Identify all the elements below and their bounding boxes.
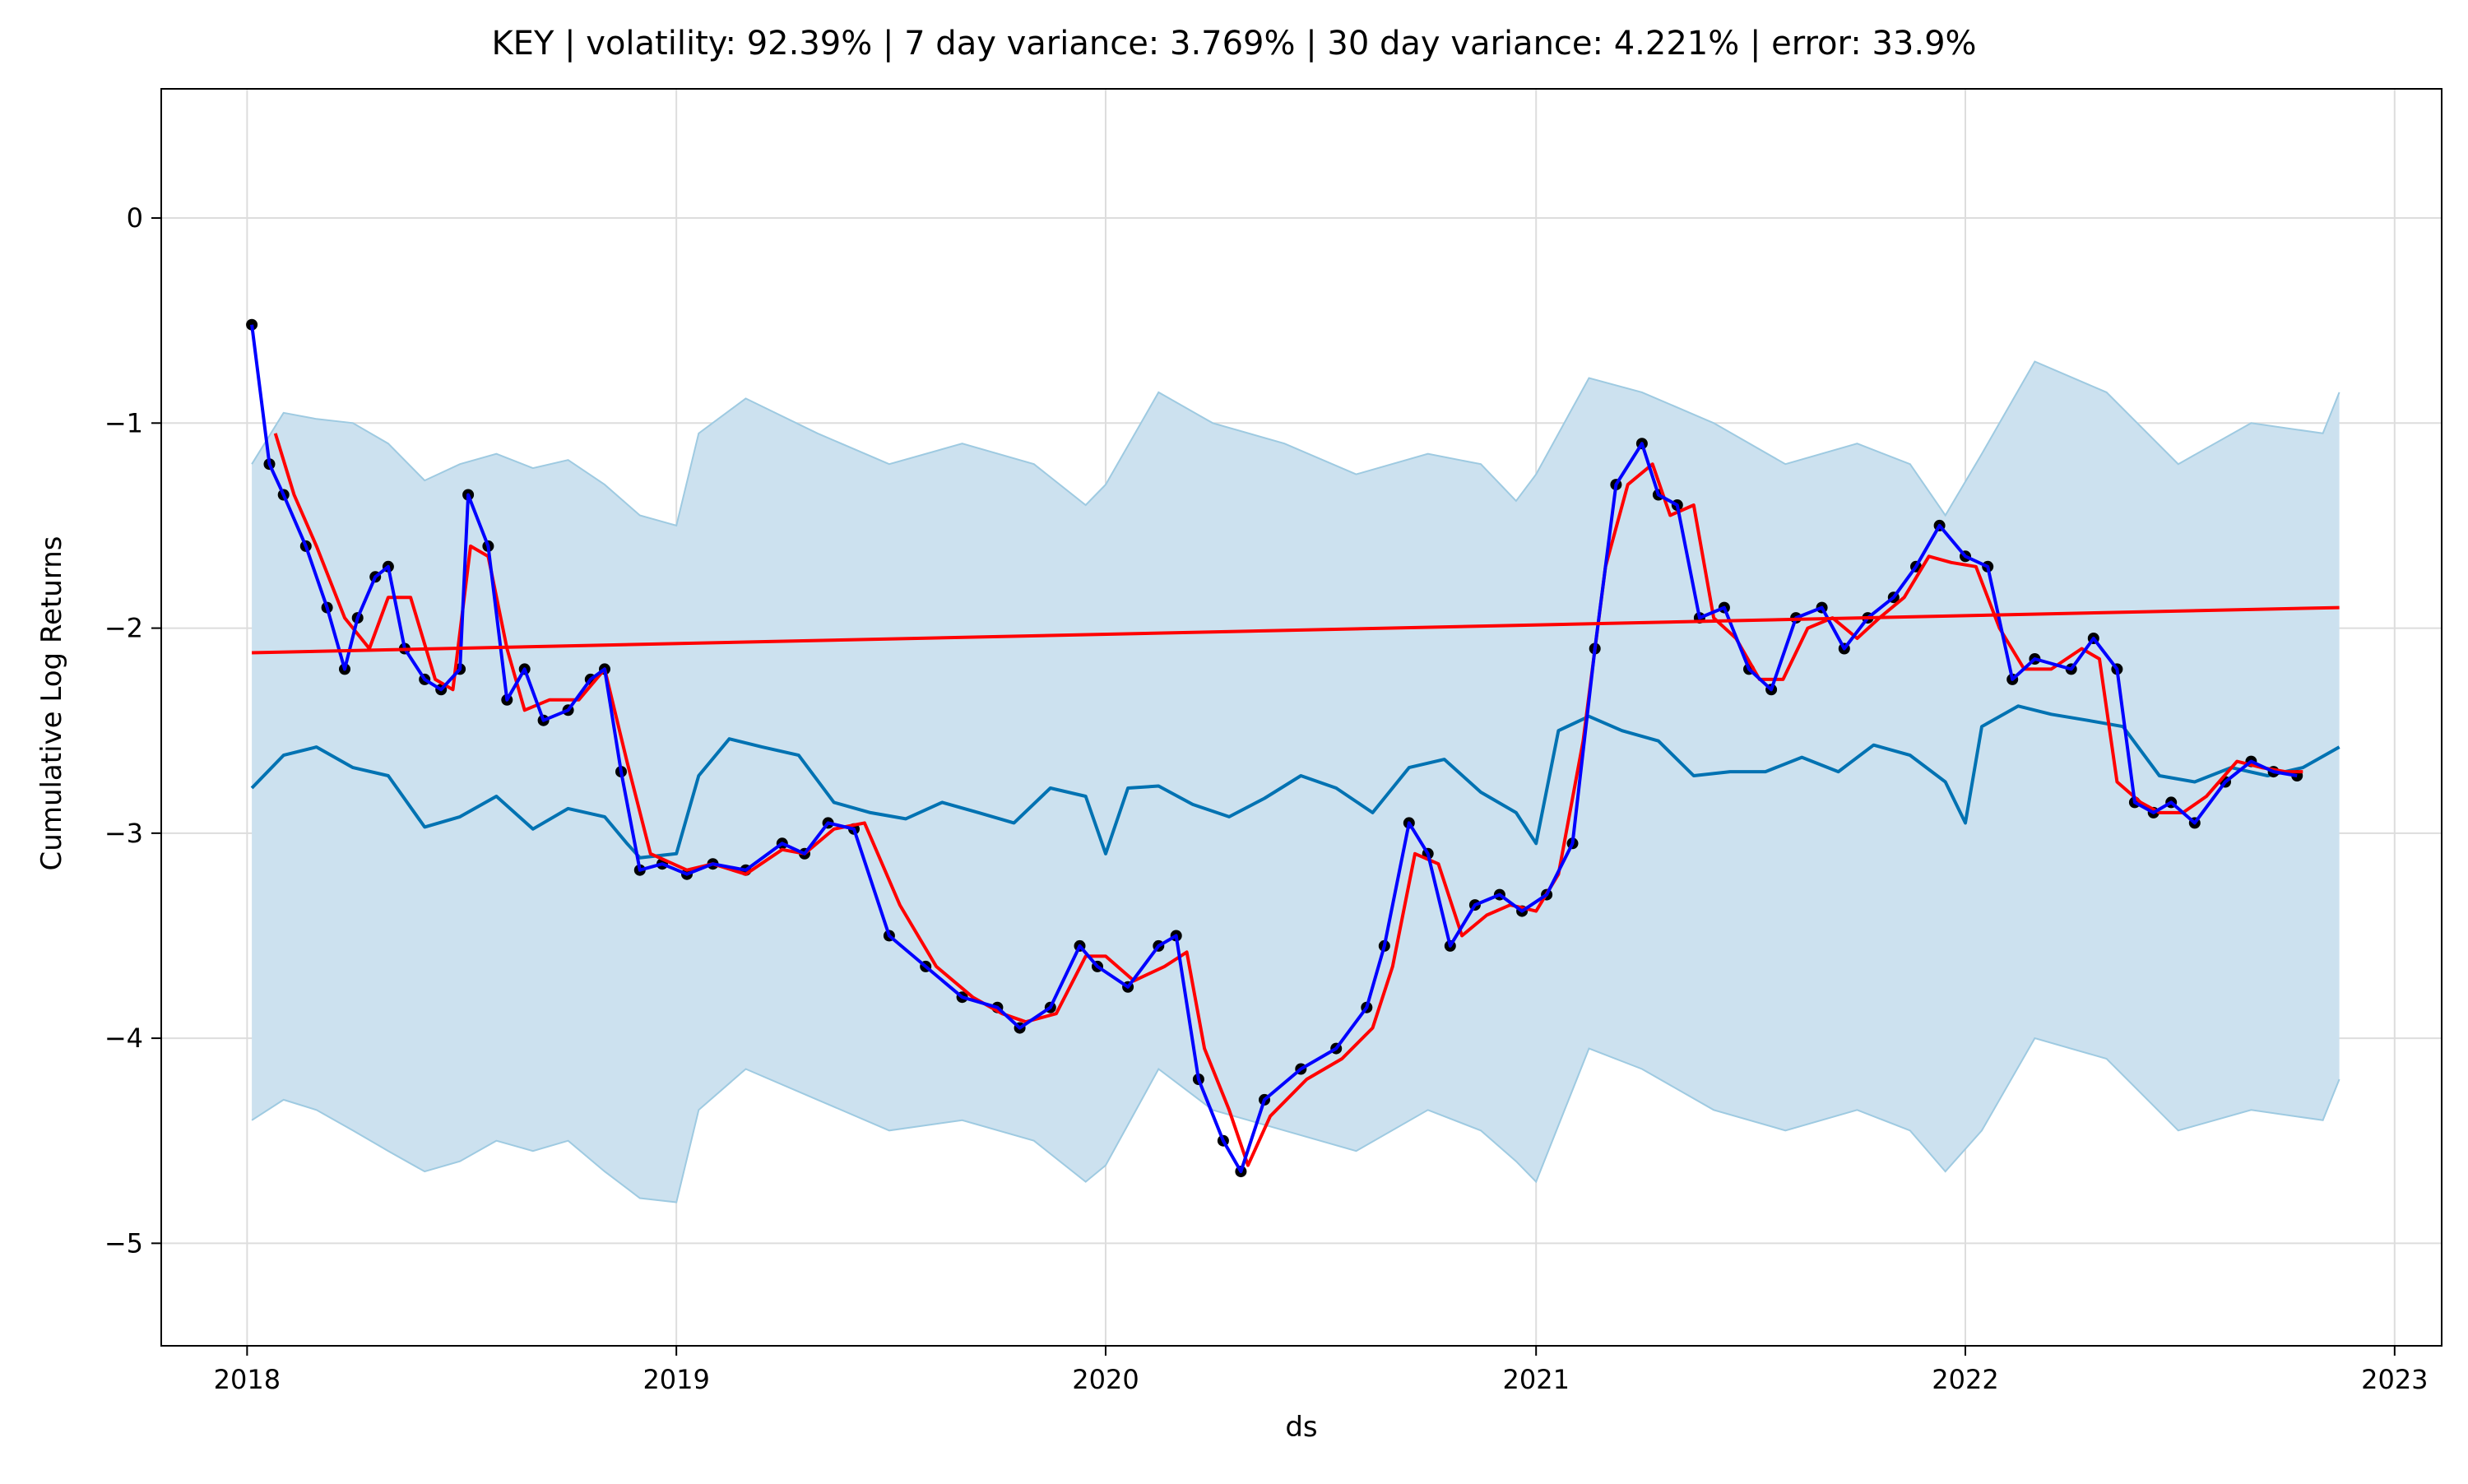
x-tick-label: 2018 [214, 1364, 281, 1395]
x-tick-label: 2019 [643, 1364, 709, 1395]
trend-line [252, 605, 2340, 655]
y-tick-label: −2 [104, 613, 143, 644]
y-axis-label: Cumulative Log Returns [35, 536, 68, 871]
y-tick-label: 0 [127, 202, 143, 234]
band-upper-edge [251, 360, 2340, 527]
band-fill [252, 361, 2340, 1203]
y-tick-label: −4 [104, 1023, 143, 1054]
y-axis-ticks: 0 −1 −2 −3 −4 −5 [104, 202, 161, 1259]
y-tick-label: −1 [104, 407, 143, 438]
x-axis-ticks: 2018 2019 2020 2021 2022 2023 [214, 1346, 2429, 1395]
y-tick-label: −3 [104, 818, 143, 849]
y-tick-label: −5 [104, 1227, 143, 1259]
band-lower-edge [251, 1036, 2340, 1203]
chart-title: KEY | volatility: 92.39% | 7 day varianc… [491, 25, 1976, 63]
forecast-line [250, 704, 2340, 860]
trend-layer [252, 605, 2340, 655]
forecast-layer [250, 704, 2340, 860]
x-tick-label: 2023 [2361, 1364, 2428, 1395]
rolling-30-line [273, 433, 2303, 1167]
x-tick-label: 2021 [1502, 1364, 1569, 1395]
x-axis-label: ds [1285, 1411, 1317, 1444]
x-tick-label: 2020 [1072, 1364, 1139, 1395]
uncertainty-band [251, 360, 2340, 1203]
x-tick-label: 2022 [1932, 1364, 1998, 1395]
plot-frame [160, 88, 2442, 1347]
